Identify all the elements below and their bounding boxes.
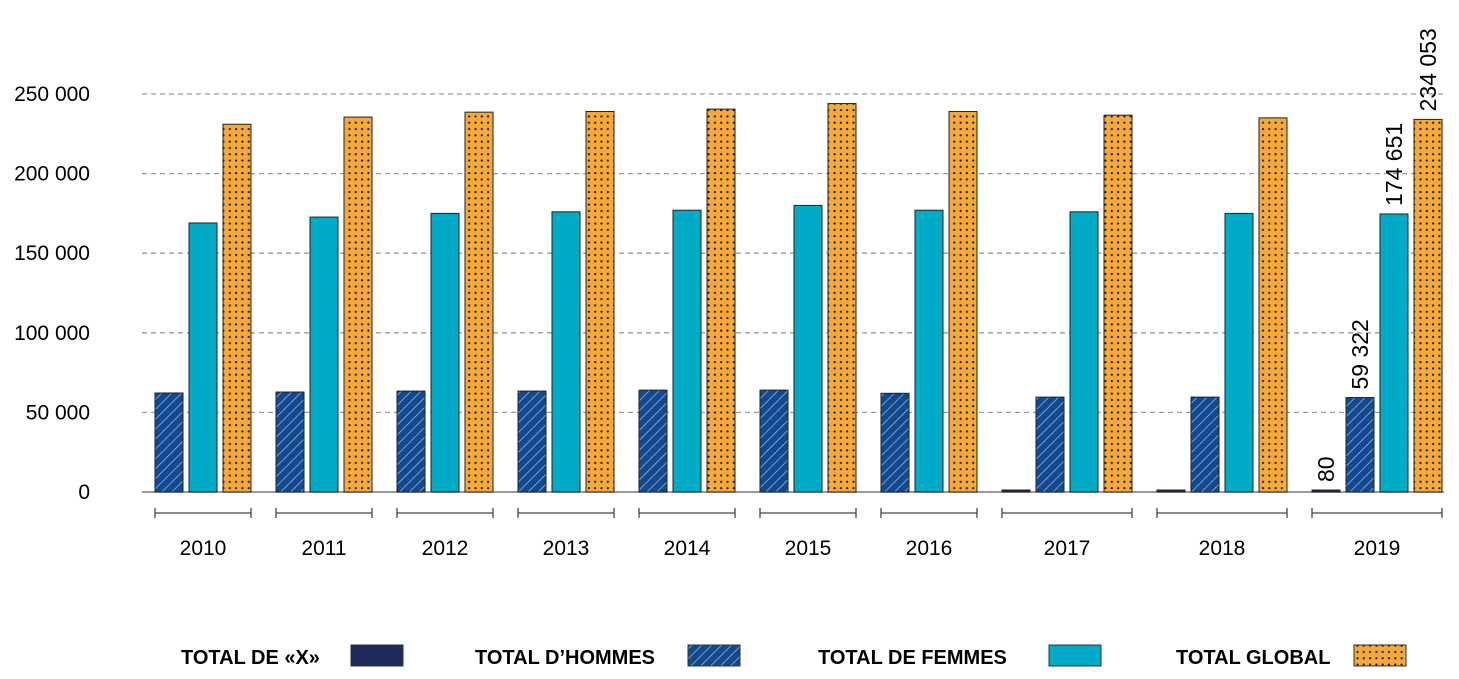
bar-2019-2 [1379,213,1409,493]
y-tick-label: 250 000 [14,83,90,106]
x-tick-label: 2013 [543,537,590,560]
bar-2012-3 [464,111,494,493]
x-tick-label: 2014 [664,537,711,560]
legend-swatch [687,644,741,667]
bar-2017-2 [1069,211,1099,493]
x-tick-label: 2011 [301,537,346,560]
x-tick-label: 2016 [906,537,953,560]
bar-2015-2 [793,204,823,493]
data-label: 59 322 [1347,319,1373,389]
bar-2015-1 [759,389,789,493]
y-tick-label: 0 [78,481,90,504]
legend-swatch [350,644,404,667]
legend-label: TOTAL D’HOMMES [475,647,655,669]
bar-2013-1 [517,390,547,493]
legend-swatch [1353,644,1407,667]
bar-2019-3 [1413,118,1443,493]
bar-2014-3 [706,108,736,493]
y-tick-label: 200 000 [14,163,90,186]
bar-2010-2 [188,222,218,493]
bar-2014-2 [672,209,702,493]
bar-2018-1 [1190,396,1220,493]
bar-2017-1 [1035,396,1065,493]
bar-2011-1 [275,391,305,493]
bar-2012-1 [396,390,426,493]
bar-2015-3 [827,103,857,493]
bar-2019-1 [1345,397,1375,493]
bar-2011-3 [343,116,373,493]
bar-2016-2 [914,209,944,493]
bar-2018-3 [1258,117,1288,493]
x-tick-label: 2010 [180,537,227,560]
bar-2018-0 [1156,489,1186,493]
x-tick-label: 2018 [1199,537,1246,560]
bar-2010-3 [222,123,252,493]
y-tick-label: 150 000 [14,242,90,265]
legend-label: TOTAL DE «X» [181,647,320,669]
bar-2013-2 [551,211,581,493]
x-tick-label: 2019 [1354,537,1401,560]
legend-swatch [1048,644,1102,667]
bar-2019-0 [1311,489,1341,493]
bar-2018-2 [1224,212,1254,493]
legend-label: TOTAL GLOBAL [1176,647,1330,669]
x-tick-label: 2012 [422,537,469,560]
data-label: 234 053 [1415,28,1441,111]
bar-2017-0 [1001,489,1031,493]
bar-2016-3 [948,111,978,493]
bar-2016-1 [880,392,910,493]
x-tick-label: 2015 [785,537,832,560]
legend-label: TOTAL DE FEMMES [818,647,1007,669]
y-tick-label: 100 000 [14,322,90,345]
data-label: 174 651 [1381,123,1407,206]
bar-2012-2 [430,212,460,493]
x-tick-label: 2017 [1044,537,1091,560]
bar-2013-3 [585,111,615,493]
bar-2017-3 [1103,114,1133,493]
data-label: 80 [1313,456,1339,482]
y-tick-label: 50 000 [26,401,90,424]
bar-2014-1 [638,389,668,493]
bar-2011-2 [309,216,339,493]
bar-2010-1 [154,392,184,493]
